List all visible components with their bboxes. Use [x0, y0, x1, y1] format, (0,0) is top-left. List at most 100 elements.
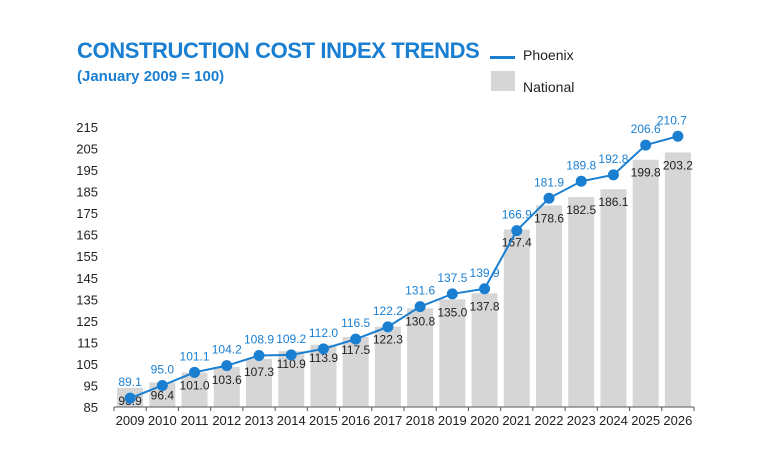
x-tick-label: 2017	[373, 413, 402, 428]
line-value-label: 104.2	[212, 343, 242, 357]
bar-national-2025	[632, 159, 659, 407]
x-tick-label: 2024	[599, 413, 628, 428]
bar-national-2024	[600, 189, 627, 407]
y-tick-label: 195	[76, 163, 98, 178]
line-value-label: 166.9	[502, 208, 532, 222]
point-phoenix-2024	[607, 169, 619, 181]
line-value-label: 116.5	[341, 316, 370, 330]
legend-phoenix-swatch	[490, 56, 515, 59]
x-tick-label: 2012	[212, 413, 241, 428]
point-phoenix-2016	[350, 333, 362, 345]
line-value-label: 139.9	[470, 266, 500, 280]
x-tick-label: 2025	[631, 413, 660, 428]
y-tick-label: 165	[76, 228, 98, 243]
line-value-label: 89.1	[118, 375, 142, 389]
x-tick-label: 2021	[502, 413, 531, 428]
bar-value-label: 199.8	[631, 166, 661, 180]
bar-value-label: 103.6	[212, 373, 242, 387]
y-tick-label: 85	[84, 400, 98, 415]
x-tick-label: 2015	[309, 413, 338, 428]
x-tick-label: 2011	[181, 413, 209, 428]
line-value-label: 192.8	[598, 152, 628, 166]
chart-title: CONSTRUCTION COST INDEX TRENDS	[77, 38, 480, 63]
y-tick-label: 155	[76, 249, 98, 264]
y-tick-label: 175	[76, 206, 98, 221]
bar-national-2016	[342, 337, 369, 407]
point-phoenix-2013	[253, 350, 265, 362]
bar-value-label: 101.0	[180, 379, 210, 393]
point-phoenix-2010	[156, 379, 168, 391]
bar-value-label: 186.1	[598, 195, 628, 209]
line-value-label: 95.0	[151, 362, 175, 376]
line-phoenix	[129, 135, 679, 400]
point-phoenix-2009	[124, 392, 136, 404]
bar-national-2017	[374, 326, 401, 407]
x-tick-label: 2026	[663, 413, 692, 428]
bar-value-label: 135.0	[437, 305, 467, 319]
bar-value-label: 122.3	[373, 333, 403, 347]
line-value-label: 206.6	[631, 122, 661, 136]
point-phoenix-2019	[446, 288, 458, 300]
bar-national-2023	[568, 197, 595, 407]
bar-value-label: 130.8	[405, 314, 435, 328]
chart-subtitle: (January 2009 = 100)	[77, 68, 225, 85]
bar-value-label: 96.4	[151, 388, 175, 402]
line-value-label: 181.9	[534, 175, 564, 189]
line-value-label: 112.0	[309, 326, 338, 340]
point-phoenix-2026	[672, 130, 684, 142]
line-value-label: 108.9	[244, 333, 274, 347]
y-tick-label: 95	[84, 378, 98, 393]
bar-national-2015	[310, 344, 337, 407]
bar-national-2019	[439, 299, 466, 407]
bar-value-label: 110.9	[277, 357, 306, 371]
x-tick-label: 2013	[245, 413, 274, 428]
point-phoenix-2012	[221, 360, 233, 372]
y-tick-label: 145	[76, 271, 98, 286]
point-phoenix-2017	[382, 321, 394, 333]
y-tick-label: 125	[76, 314, 98, 329]
point-phoenix-2020	[479, 283, 491, 295]
bar-national-2011	[181, 372, 208, 407]
point-phoenix-2021	[511, 225, 523, 237]
bar-national-2026	[664, 152, 691, 407]
bar-value-label: 107.3	[244, 365, 274, 379]
line-value-label: 131.6	[405, 284, 435, 298]
line-value-label: 101.1	[180, 349, 210, 363]
bar-national-2022	[536, 205, 562, 407]
bar-value-label: 178.6	[534, 211, 564, 225]
legend-phoenix-label: Phoenix	[523, 47, 574, 63]
point-phoenix-2022	[543, 192, 555, 204]
x-tick-label: 2019	[438, 413, 467, 428]
bar-national-2014	[278, 351, 305, 407]
line-value-label: 189.8	[566, 158, 596, 172]
x-tick-label: 2020	[470, 413, 499, 428]
y-tick-label: 105	[76, 357, 98, 372]
bar-national-2018	[407, 308, 434, 407]
y-tick-label: 115	[77, 335, 98, 350]
y-tick-label: 205	[76, 142, 98, 157]
bar-national-2021	[503, 229, 530, 407]
x-tick-label: 2022	[535, 413, 564, 428]
bar-value-label: 182.5	[566, 203, 596, 217]
point-phoenix-2011	[189, 366, 201, 378]
line-value-label: 210.7	[657, 113, 687, 127]
point-phoenix-2014	[285, 349, 297, 361]
bar-national-2013	[246, 358, 272, 407]
point-phoenix-2018	[414, 301, 426, 313]
point-phoenix-2023	[575, 175, 587, 187]
point-phoenix-2015	[317, 343, 329, 355]
x-tick-label: 2010	[148, 413, 177, 428]
bar-value-label: 117.5	[341, 343, 370, 357]
bar-value-label: 113.9	[309, 351, 338, 365]
x-tick-label: 2014	[277, 413, 306, 428]
bar-national-2020	[471, 293, 498, 407]
x-tick-label: 2016	[341, 413, 370, 428]
y-tick-label: 185	[76, 185, 98, 200]
line-value-label: 137.5	[437, 271, 467, 285]
legend-national-swatch	[491, 71, 515, 91]
x-tick-label: 2023	[567, 413, 596, 428]
point-phoenix-2025	[640, 139, 652, 151]
x-tick-label: 2018	[406, 413, 435, 428]
y-tick-label: 135	[76, 292, 98, 307]
